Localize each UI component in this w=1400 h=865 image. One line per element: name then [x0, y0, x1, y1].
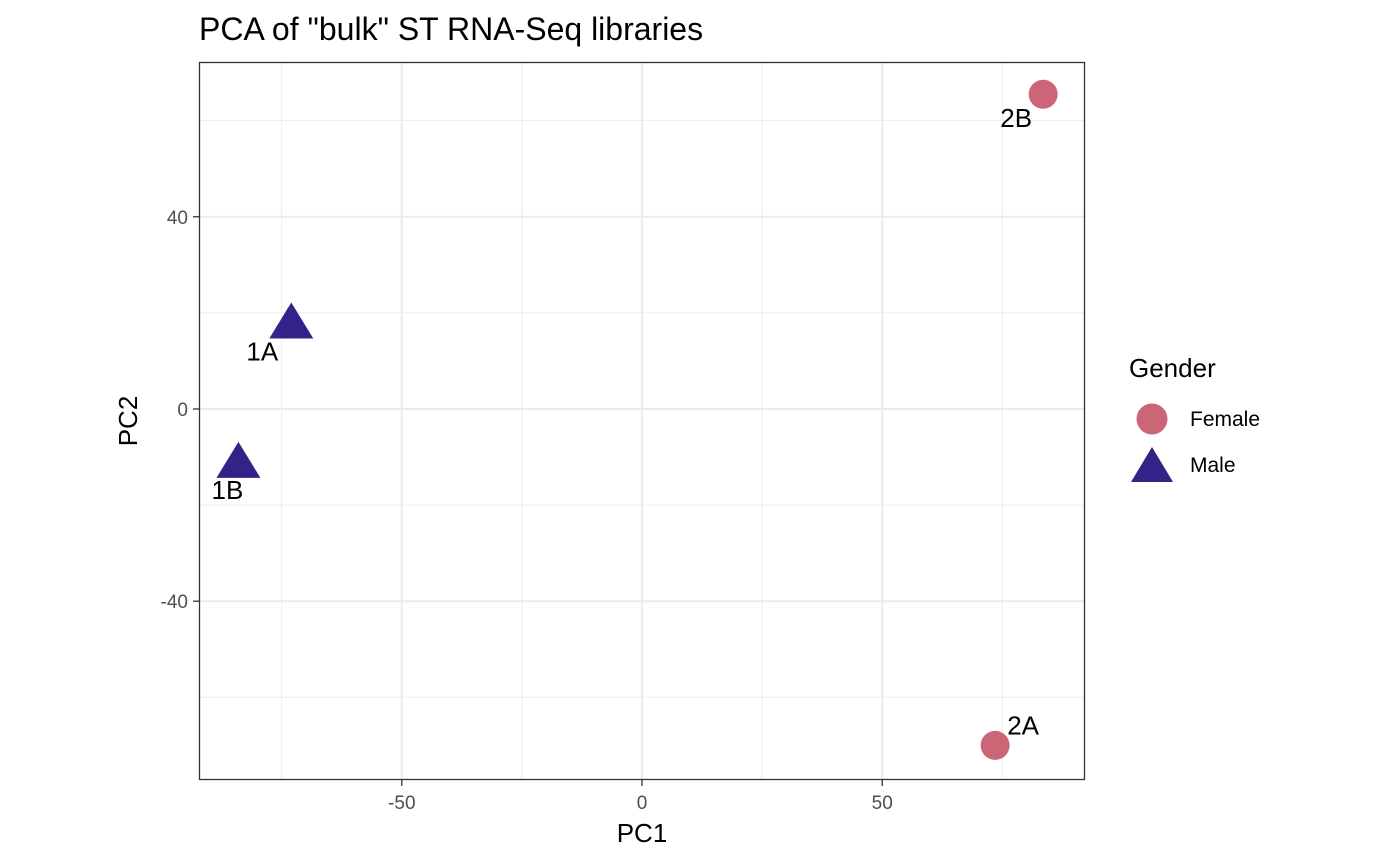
y-tick-label: 0 — [177, 400, 188, 421]
data-point-2b — [1028, 79, 1058, 109]
y-tick-label: 40 — [167, 208, 188, 229]
legend-label-male: Male — [1190, 454, 1236, 477]
x-tick-label: -50 — [388, 793, 415, 814]
legend-title: Gender — [1129, 353, 1216, 383]
y-axis-title: PC2 — [113, 396, 143, 447]
axis-tick-labels: -50 0 50 -40 0 40 — [161, 208, 893, 814]
x-tick-label: 0 — [637, 793, 648, 814]
point-label-1a: 1A — [246, 336, 278, 366]
data-points — [216, 79, 1058, 760]
data-point-labels: 1A 1B 2A 2B — [212, 103, 1040, 740]
chart-title: PCA of "bulk" ST RNA-Seq libraries — [199, 11, 703, 47]
axis-ticks — [193, 216, 883, 786]
data-point-1b — [216, 441, 261, 478]
legend-key-male — [1131, 447, 1173, 482]
legend-key-female — [1136, 403, 1168, 435]
grid-major — [200, 63, 1084, 779]
legend-label-female: Female — [1190, 408, 1260, 431]
data-point-1a — [269, 302, 314, 339]
legend: Gender Female Male — [1129, 353, 1260, 482]
data-point-2a — [980, 730, 1010, 760]
point-label-2b: 2B — [1000, 103, 1032, 133]
point-label-2a: 2A — [1007, 710, 1039, 740]
x-tick-label: 50 — [872, 793, 893, 814]
point-label-1b: 1B — [212, 475, 244, 505]
y-tick-label: -40 — [161, 592, 188, 613]
x-axis-title: PC1 — [617, 818, 668, 848]
